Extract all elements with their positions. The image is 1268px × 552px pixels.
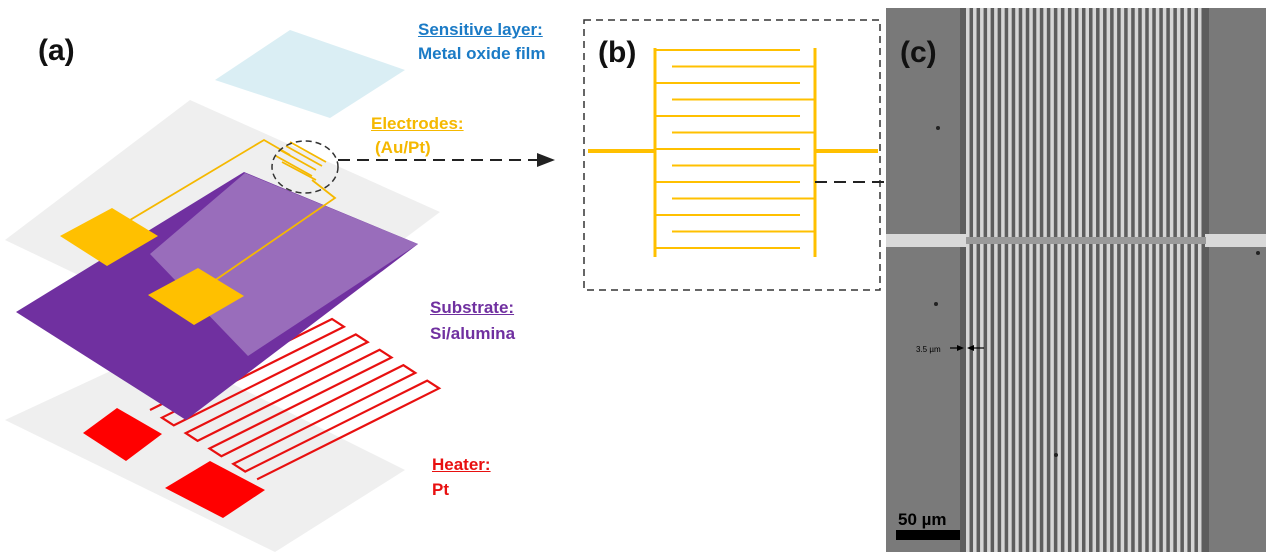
gap-arrow-right-icon: [967, 345, 974, 351]
micrograph-finger: [1099, 8, 1104, 552]
bus-gap-shade: [966, 237, 1206, 244]
panel-label-b: (b): [598, 36, 637, 69]
micrograph-finger: [966, 8, 970, 552]
speck: [934, 302, 938, 306]
micrograph-finger: [973, 8, 977, 552]
micrograph-finger: [987, 8, 991, 552]
gap-arrow-left-icon: [957, 345, 964, 351]
electrodes-title: Electrodes:: [371, 114, 464, 133]
panel-label-c: (c): [900, 36, 937, 69]
micrograph-finger: [1071, 8, 1075, 552]
heater-base-plate: [5, 348, 405, 552]
micrograph-fingers: [966, 8, 1202, 552]
micrograph-finger: [1169, 8, 1174, 552]
heater-meander: [149, 317, 442, 481]
micrograph-finger: [1043, 8, 1047, 552]
scale-bar: [896, 530, 960, 540]
micrograph-finger: [1001, 8, 1005, 552]
micrograph-finger: [1064, 8, 1068, 552]
micrograph-finger: [1190, 8, 1195, 552]
scale-label: 50 µm: [898, 510, 947, 529]
micrograph-finger: [1078, 8, 1082, 552]
sensitive-layer-material: Metal oxide film: [418, 44, 546, 63]
micrograph-finger: [1008, 8, 1012, 552]
electrodes-material: (Au/Pt): [375, 138, 431, 157]
substrate-title: Substrate:: [430, 298, 515, 317]
substrate-material: Si/alumina: [430, 324, 516, 343]
micrograph-finger: [1183, 8, 1188, 552]
micrograph-finger: [1197, 8, 1202, 552]
micrograph-finger: [1092, 8, 1097, 552]
heater-title: Heater:: [432, 455, 491, 474]
idt-electrode: [588, 48, 878, 257]
micrograph-finger: [1050, 8, 1054, 552]
micrograph-finger: [1120, 8, 1125, 552]
micrograph-finger: [1015, 8, 1019, 552]
electrode-traces: [109, 138, 337, 295]
micrograph-finger: [1162, 8, 1167, 552]
sensitive-layer-title: Sensitive layer:: [418, 20, 543, 39]
micrograph-finger: [980, 8, 984, 552]
electrode-pad-left: [60, 208, 158, 266]
panel-label-a: (a): [38, 34, 75, 67]
speck: [1256, 251, 1260, 255]
arrow-head-1-icon: [537, 153, 555, 167]
electrode-pad-right: [148, 268, 244, 325]
micrograph-finger: [1113, 8, 1118, 552]
micrograph-finger: [994, 8, 998, 552]
speck: [936, 126, 940, 130]
heater-pad-right: [165, 461, 265, 518]
bus-bar-left: [886, 234, 966, 247]
micrograph-right-pad-top: [1209, 8, 1266, 234]
micrograph-finger: [1106, 8, 1111, 552]
micrograph-finger: [1155, 8, 1160, 552]
gap-label: 3.5 µm: [916, 345, 941, 354]
micrograph-finger: [1029, 8, 1033, 552]
micrograph-finger: [1141, 8, 1146, 552]
micrograph-finger: [1057, 8, 1061, 552]
micrograph-left-pad-top: [886, 8, 960, 234]
zoom-circle: [271, 140, 339, 194]
speck: [1054, 453, 1058, 457]
micrograph-finger: [1022, 8, 1026, 552]
micrograph-finger: [1148, 8, 1153, 552]
micrograph-finger: [1085, 8, 1090, 552]
micrograph-finger: [1134, 8, 1139, 552]
micrograph-right-pad-bottom: [1209, 247, 1266, 552]
micrograph-finger: [1176, 8, 1181, 552]
micrograph-finger: [1036, 8, 1040, 552]
micrograph-left-pad-bottom: [886, 247, 960, 552]
heater-pad-left: [83, 408, 162, 461]
panel-b-frame: [583, 19, 881, 291]
bus-bar-right: [1205, 234, 1266, 247]
sensitive-layer: [215, 30, 405, 118]
micrograph-finger: [1127, 8, 1132, 552]
heater-material: Pt: [432, 480, 449, 499]
